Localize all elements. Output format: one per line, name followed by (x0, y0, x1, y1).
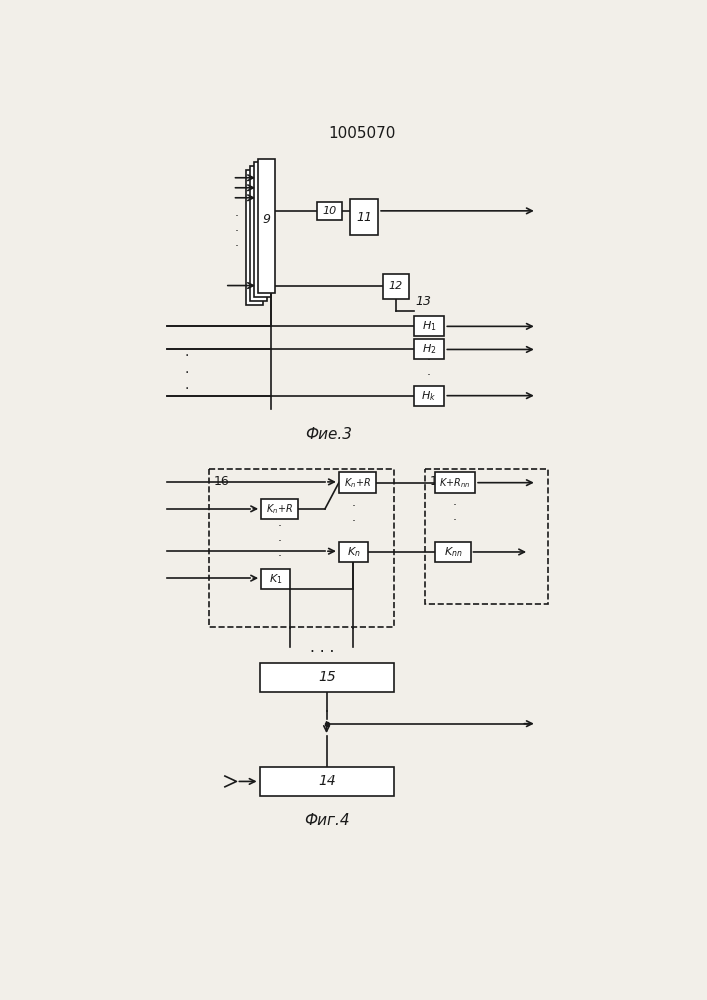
Bar (414, 386, 444, 406)
Text: ·
·
·: · · · (278, 520, 281, 563)
Bar (254, 162, 271, 297)
Text: 10: 10 (322, 206, 337, 216)
Bar (258, 158, 275, 293)
Bar (339, 542, 368, 562)
Bar (317, 202, 342, 220)
Text: 9: 9 (262, 213, 271, 226)
Text: 12: 12 (389, 281, 403, 291)
Bar (382, 274, 409, 299)
Bar (261, 499, 298, 519)
Bar (414, 339, 444, 359)
Text: ·
·
·: · · · (185, 349, 189, 396)
Bar (259, 767, 395, 796)
Bar (414, 316, 444, 336)
Text: ·
·
·: · · · (235, 210, 238, 253)
Text: 13: 13 (416, 295, 432, 308)
Text: ·
·: · · (453, 499, 457, 527)
Text: Фиг.4: Фиг.4 (304, 813, 349, 828)
Bar (339, 472, 376, 493)
Text: $K_1$: $K_1$ (269, 572, 283, 586)
Bar (351, 199, 378, 235)
Text: 1005070: 1005070 (328, 126, 396, 141)
Bar (425, 469, 549, 604)
Text: $H_2$: $H_2$ (421, 343, 436, 356)
Bar (261, 569, 291, 589)
Bar (209, 469, 395, 627)
Bar (250, 166, 267, 301)
Text: 14: 14 (318, 774, 336, 788)
Text: $K_{nn}$: $K_{nn}$ (443, 545, 462, 559)
Text: ·
·: · · (351, 500, 356, 528)
Text: ·
·: · · (427, 354, 431, 382)
Text: 17: 17 (430, 475, 445, 488)
Bar (435, 472, 475, 493)
Bar (435, 542, 471, 562)
Text: Фие.3: Фие.3 (305, 427, 352, 442)
Bar (259, 663, 395, 692)
Text: 11: 11 (356, 211, 373, 224)
Text: $H_1$: $H_1$ (421, 319, 436, 333)
Text: $K_n{+}R$: $K_n{+}R$ (266, 502, 293, 516)
Bar (247, 170, 264, 305)
Text: · · ·: · · · (310, 645, 334, 660)
Text: $K_n$: $K_n$ (346, 545, 361, 559)
Text: 15: 15 (318, 670, 336, 684)
Text: $K_n{+}R$: $K_n{+}R$ (344, 476, 371, 490)
Text: $H_k$: $H_k$ (421, 389, 436, 403)
Text: 16: 16 (214, 475, 230, 488)
Text: $K{+}R_{nn}$: $K{+}R_{nn}$ (439, 476, 471, 490)
